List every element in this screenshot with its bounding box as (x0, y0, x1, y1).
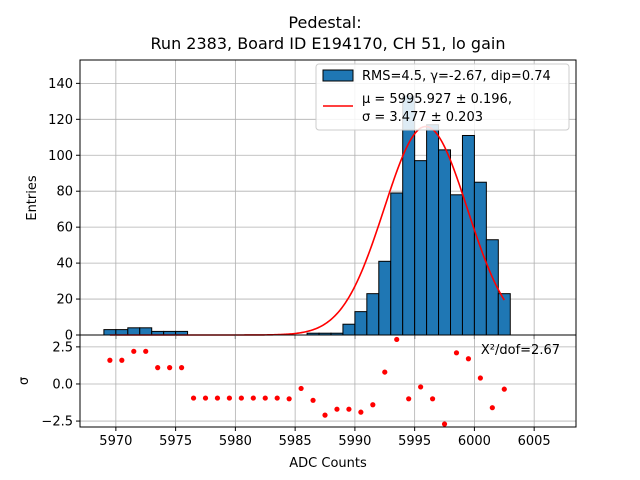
residual-point (322, 412, 328, 418)
y-tick-label: 2.5 (52, 340, 73, 355)
residual-point (286, 396, 292, 402)
x-tick-label: 5985 (279, 434, 312, 449)
y-tick-label: −2.5 (41, 415, 73, 430)
histogram-bar (139, 327, 153, 336)
y-tick-label: 60 (56, 221, 73, 236)
residual-point (119, 357, 125, 363)
y-tick-label: 20 (56, 293, 73, 308)
residual-point (298, 385, 304, 392)
residual-point (214, 395, 221, 401)
residual-point (250, 395, 256, 401)
histogram-bar (450, 194, 463, 336)
residual-panel: 2.5 0.0 −2.5 5970 5975 5980 5985 5990 5995 6000 60… (41, 334, 577, 449)
residual-point (334, 406, 340, 412)
x-tick-label: 5980 (219, 434, 252, 449)
y-axis-label-sigma: σ (17, 377, 32, 385)
y-tick-label: 40 (56, 257, 73, 272)
legend: RMS=4.5, γ=-2.67, dip=0.74 μ = 5995.927 … (315, 63, 570, 131)
residual-point (429, 396, 436, 402)
residual-point (262, 395, 268, 401)
residual-point (226, 395, 232, 401)
x-tick-label: 5990 (338, 434, 371, 449)
legend-histogram-label: RMS=4.5, γ=-2.67, dip=0.74 (362, 69, 551, 84)
residual-point (489, 405, 495, 411)
residual-point (501, 386, 507, 392)
residual-point (238, 395, 244, 401)
histogram-bar (378, 260, 392, 336)
histogram-bar (115, 329, 129, 336)
residual-frame (79, 334, 577, 428)
residual-point (178, 365, 185, 371)
legend-box (315, 63, 570, 131)
histogram-bar (414, 160, 428, 336)
chart-title-line2: Run 2383, Board ID E194170, CH 51, lo ga… (151, 34, 506, 53)
x-tick-label: 5995 (398, 434, 431, 449)
y-tick-label: 100 (48, 149, 73, 164)
residual-point (370, 402, 376, 408)
y-tick-label: 120 (48, 113, 73, 128)
x-tick-label: 5970 (99, 434, 132, 449)
residual-point (406, 396, 412, 402)
residual-point (465, 356, 472, 362)
histogram-bar (402, 95, 416, 336)
x-axis-label: ADC Counts (289, 456, 367, 471)
residual-point (274, 395, 280, 401)
chart-title-line1: Pedestal: (288, 13, 361, 32)
legend-fit-label-line2: σ = 3.477 ± 0.203 (362, 110, 483, 125)
histogram-bar (354, 311, 368, 336)
residual-point (155, 365, 161, 371)
histogram-bar (127, 327, 141, 336)
histogram-bar (426, 124, 440, 336)
y-tick-label: 80 (56, 185, 73, 200)
chi2-annotation: Χ²/dof=2.67 (481, 343, 560, 358)
residual-point (190, 395, 197, 401)
residual-point (382, 369, 388, 375)
y-tick-label: 140 (48, 77, 73, 92)
histogram-bar (438, 149, 452, 336)
histogram-bar (390, 192, 404, 336)
residual-point (346, 406, 352, 412)
residual-point (202, 395, 209, 401)
x-tick-label: 6000 (458, 434, 491, 449)
residual-point (131, 348, 137, 354)
y-tick-label: 0 (65, 329, 73, 344)
residual-point (477, 375, 483, 381)
residual-point (441, 421, 448, 427)
residual-point (167, 365, 173, 371)
x-tick-label: 5975 (159, 434, 192, 449)
histogram-bar (366, 293, 380, 336)
residual-point (107, 357, 113, 363)
histogram-bar (461, 134, 475, 336)
residual-point (310, 397, 316, 403)
histogram-bar (342, 323, 356, 336)
residual-point (394, 336, 400, 343)
residual-point (418, 384, 424, 390)
legend-histogram-swatch (322, 69, 354, 82)
residual-point (358, 409, 364, 415)
residual-point (143, 348, 149, 354)
residual-point (453, 350, 460, 356)
x-tick-label: 6005 (518, 434, 551, 449)
histogram-bar (103, 329, 117, 336)
legend-fit-label-line1: μ = 5995.927 ± 0.196, (362, 92, 512, 107)
y-tick-label: 0.0 (52, 377, 73, 392)
y-axis-label-entries: Entries (25, 175, 40, 221)
